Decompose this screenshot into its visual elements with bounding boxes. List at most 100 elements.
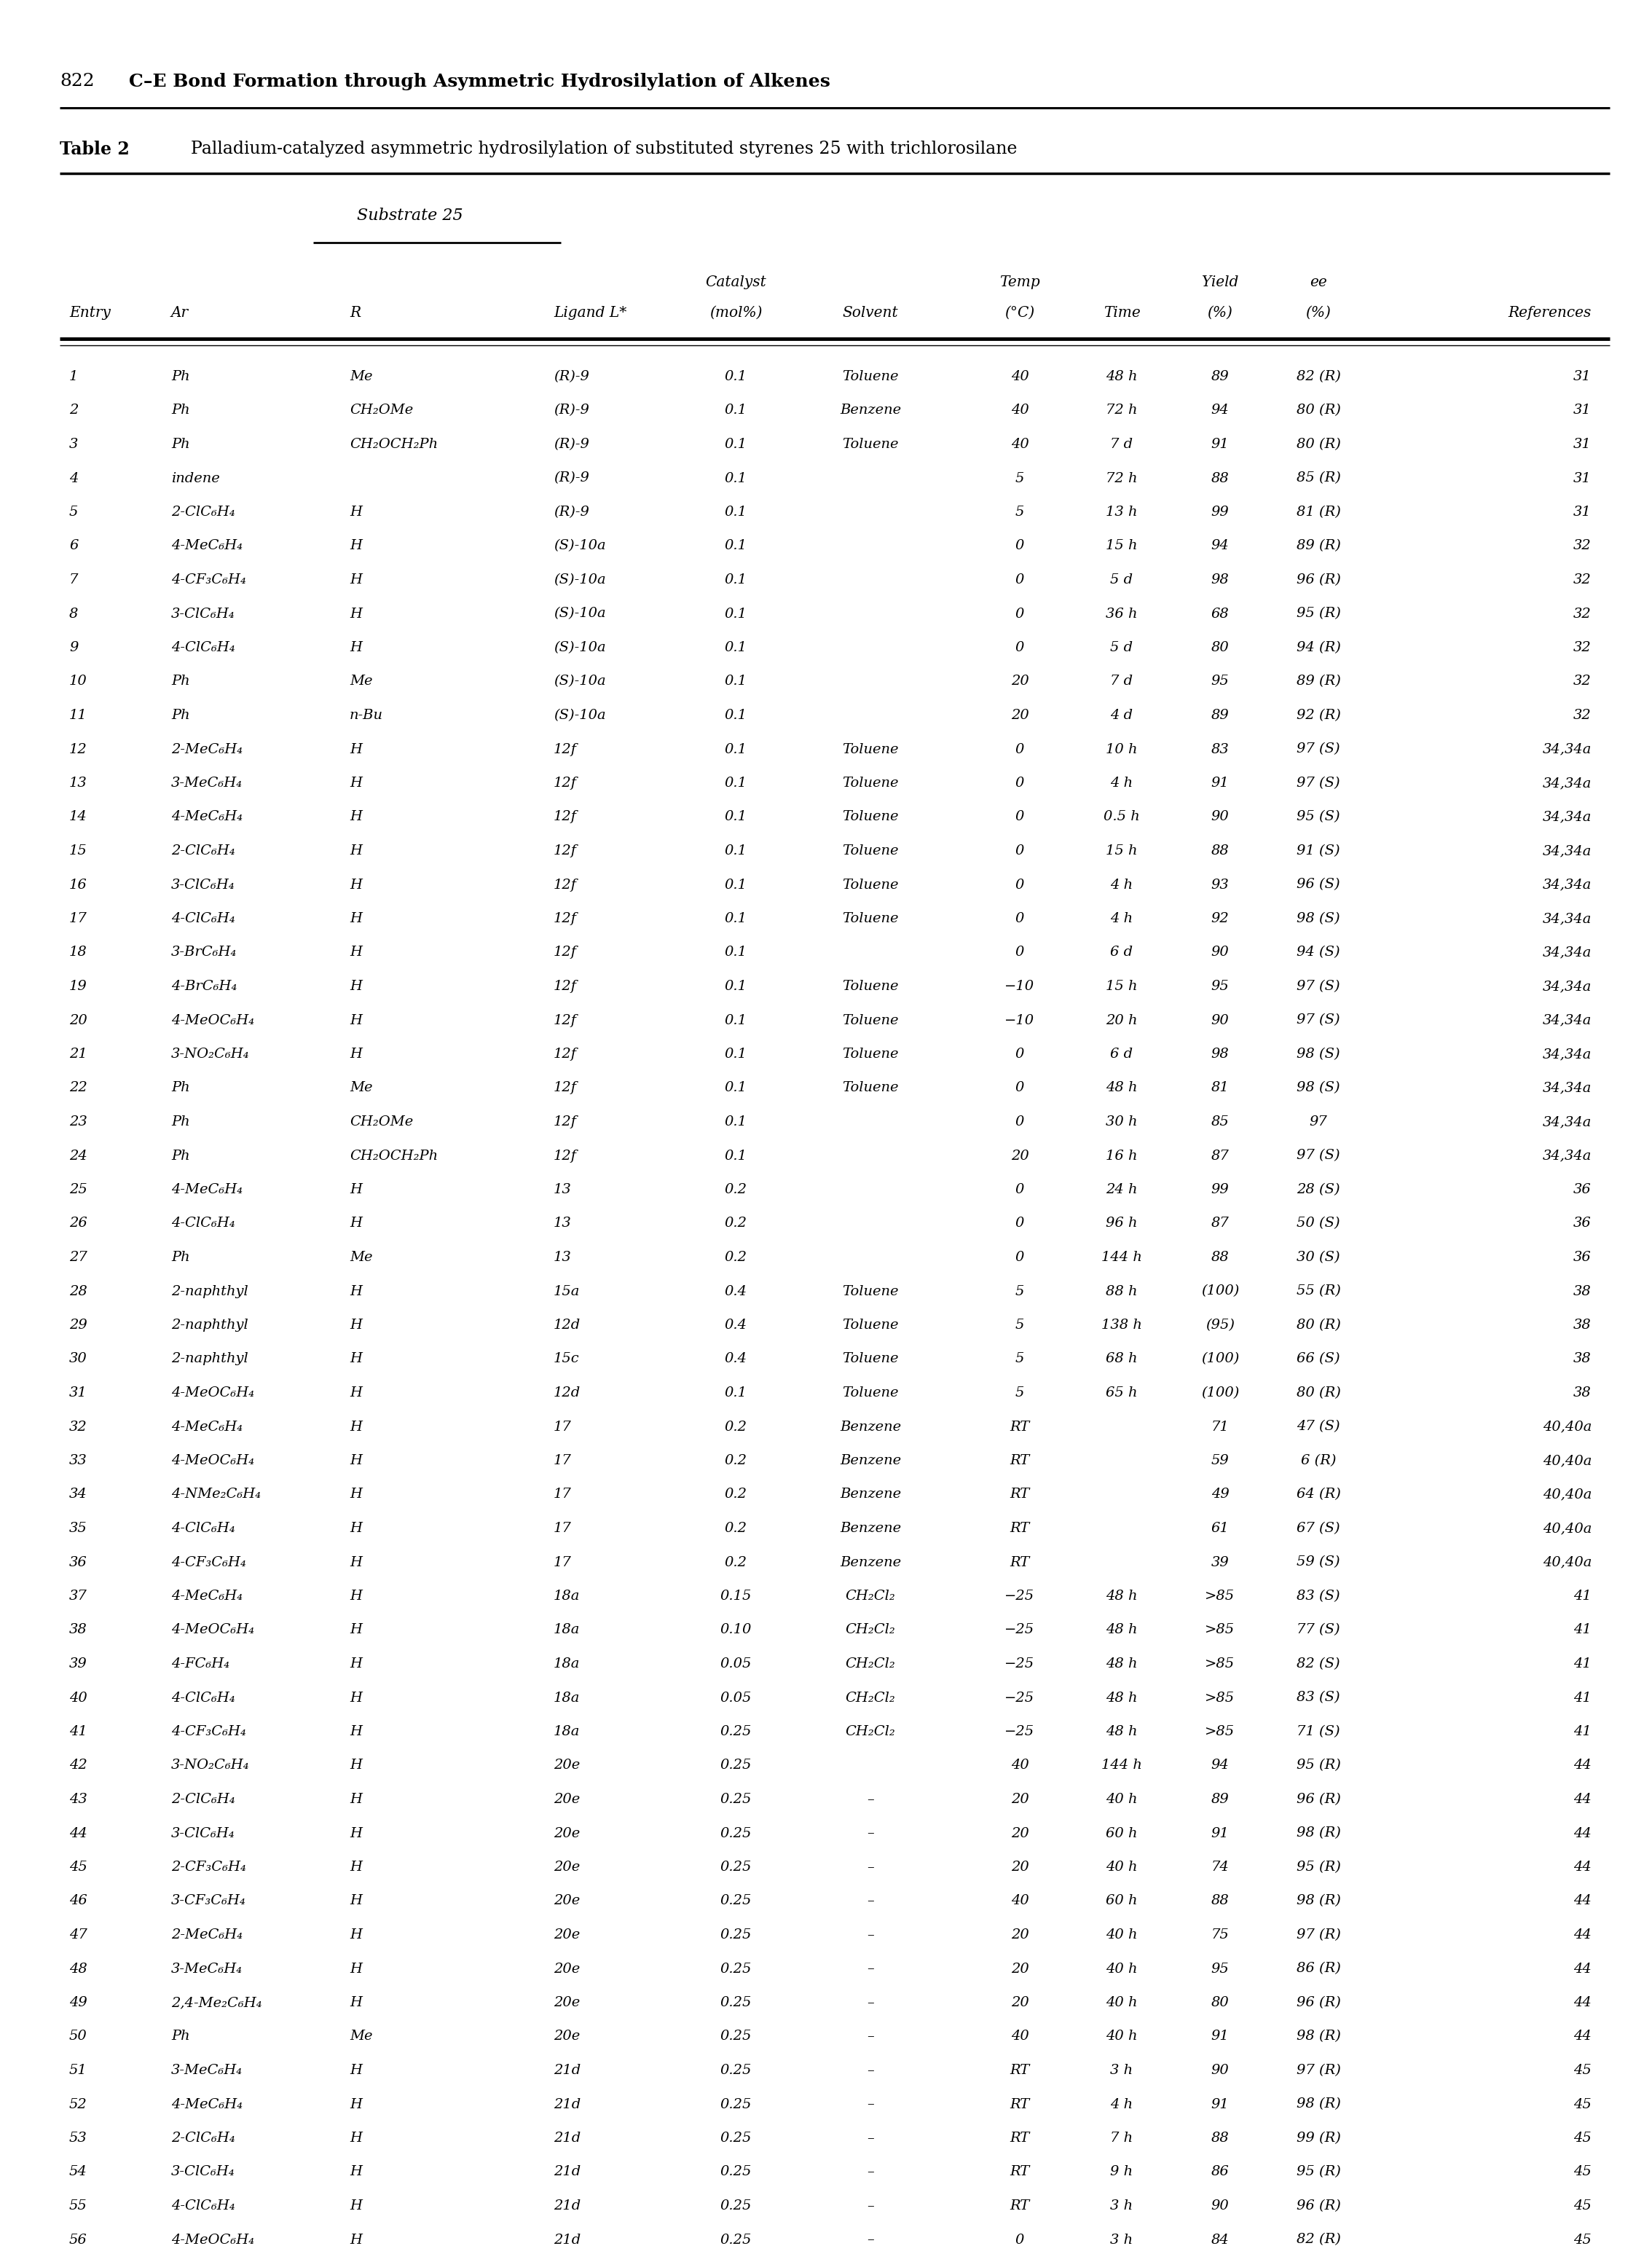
Text: 13: 13 — [553, 1217, 572, 1231]
Text: 95 (S): 95 (S) — [1297, 811, 1340, 823]
Text: –: – — [867, 2200, 874, 2213]
Text: 4-CF₃C₆H₄: 4-CF₃C₆H₄ — [172, 1555, 246, 1569]
Text: 89 (R): 89 (R) — [1297, 674, 1340, 687]
Text: 41: 41 — [1573, 1690, 1591, 1704]
Text: 44: 44 — [1573, 1758, 1591, 1772]
Text: H: H — [350, 1420, 362, 1434]
Text: 38: 38 — [1573, 1285, 1591, 1298]
Text: 92: 92 — [1211, 913, 1229, 924]
Text: Table 2: Table 2 — [59, 140, 129, 158]
Text: 0: 0 — [1016, 1183, 1024, 1197]
Text: 2-ClC₆H₄: 2-ClC₆H₄ — [172, 845, 235, 857]
Text: Ph: Ph — [172, 437, 190, 451]
Text: 48 h: 48 h — [1105, 1724, 1138, 1738]
Text: 3-BrC₆H₄: 3-BrC₆H₄ — [172, 947, 236, 960]
Text: 40 h: 40 h — [1105, 1860, 1138, 1873]
Text: H: H — [350, 2065, 362, 2076]
Text: 98 (R): 98 (R) — [1297, 1826, 1340, 1839]
Text: Temp: Temp — [999, 275, 1041, 289]
Text: 20 h: 20 h — [1105, 1014, 1138, 1028]
Text: 0.25: 0.25 — [720, 2065, 752, 2076]
Text: 45: 45 — [69, 1860, 88, 1873]
Text: 0.25: 0.25 — [720, 2200, 752, 2213]
Text: 0.2: 0.2 — [724, 1521, 747, 1535]
Text: 0.25: 0.25 — [720, 2031, 752, 2042]
Text: –: – — [867, 1826, 874, 1839]
Text: H: H — [350, 1454, 362, 1467]
Text: 91: 91 — [1211, 2031, 1229, 2042]
Text: 30 h: 30 h — [1105, 1116, 1138, 1129]
Text: 4-ClC₆H₄: 4-ClC₆H₄ — [172, 640, 235, 654]
Text: 0: 0 — [1016, 744, 1024, 755]
Text: 98 (S): 98 (S) — [1297, 1048, 1340, 1062]
Text: 95: 95 — [1211, 980, 1229, 994]
Text: 80: 80 — [1211, 1997, 1229, 2008]
Text: 84: 84 — [1211, 2234, 1229, 2247]
Text: 40: 40 — [1011, 370, 1029, 383]
Text: CH₂OCH₂Ph: CH₂OCH₂Ph — [350, 437, 438, 451]
Text: 3-ClC₆H₄: 3-ClC₆H₄ — [172, 606, 235, 620]
Text: 91 (S): 91 (S) — [1297, 845, 1340, 857]
Text: H: H — [350, 1319, 362, 1332]
Text: 48 h: 48 h — [1105, 370, 1138, 383]
Text: –: – — [867, 1929, 874, 1941]
Text: 0.15: 0.15 — [720, 1589, 752, 1603]
Text: 87: 87 — [1211, 1150, 1229, 1163]
Text: 48 h: 48 h — [1105, 1623, 1138, 1636]
Text: −10: −10 — [1004, 980, 1034, 994]
Text: 43: 43 — [69, 1792, 88, 1805]
Text: H: H — [350, 811, 362, 823]
Text: 12: 12 — [69, 744, 88, 755]
Text: Ph: Ph — [172, 674, 190, 687]
Text: 144 h: 144 h — [1102, 1251, 1142, 1264]
Text: RT: RT — [1009, 2200, 1029, 2213]
Text: 99: 99 — [1211, 1183, 1229, 1197]
Text: 98: 98 — [1211, 573, 1229, 586]
Text: H: H — [350, 573, 362, 586]
Text: 97 (S): 97 (S) — [1297, 980, 1340, 994]
Text: 50: 50 — [69, 2031, 88, 2042]
Text: 94: 94 — [1211, 1758, 1229, 1772]
Text: (S)-10a: (S)-10a — [553, 708, 606, 721]
Text: 41: 41 — [1573, 1623, 1591, 1636]
Text: 27: 27 — [69, 1251, 88, 1264]
Text: 34,34a: 34,34a — [1543, 913, 1591, 924]
Text: 98 (R): 98 (R) — [1297, 2031, 1340, 2042]
Text: 83 (S): 83 (S) — [1297, 1690, 1340, 1704]
Text: 12f: 12f — [553, 778, 577, 789]
Text: 40,40a: 40,40a — [1543, 1488, 1591, 1501]
Text: 21d: 21d — [553, 2098, 582, 2110]
Text: (S)-10a: (S)-10a — [553, 674, 606, 687]
Text: 88: 88 — [1211, 1251, 1229, 1264]
Text: 85 (R): 85 (R) — [1297, 471, 1340, 485]
Text: 89: 89 — [1211, 708, 1229, 721]
Text: Ph: Ph — [172, 1251, 190, 1264]
Text: 17: 17 — [553, 1521, 572, 1535]
Text: 0.25: 0.25 — [720, 1826, 752, 1839]
Text: 50 (S): 50 (S) — [1297, 1217, 1340, 1231]
Text: 64 (R): 64 (R) — [1297, 1488, 1340, 1501]
Text: Toluene: Toluene — [843, 1285, 899, 1298]
Text: 31: 31 — [1573, 370, 1591, 383]
Text: 0.1: 0.1 — [724, 845, 747, 857]
Text: 94 (R): 94 (R) — [1297, 640, 1340, 654]
Text: –: – — [867, 2031, 874, 2042]
Text: 20: 20 — [1011, 1929, 1029, 1941]
Text: 3-ClC₆H₄: 3-ClC₆H₄ — [172, 879, 235, 890]
Text: 34,34a: 34,34a — [1543, 1082, 1591, 1095]
Text: 44: 44 — [69, 1826, 88, 1839]
Text: 28 (S): 28 (S) — [1297, 1183, 1340, 1197]
Text: Me: Me — [350, 370, 373, 383]
Text: 30: 30 — [69, 1352, 88, 1366]
Text: 97 (S): 97 (S) — [1297, 1014, 1340, 1028]
Text: 48 h: 48 h — [1105, 1082, 1138, 1095]
Text: (%): (%) — [1208, 307, 1232, 320]
Text: –: – — [867, 2132, 874, 2146]
Text: 12f: 12f — [553, 947, 577, 960]
Text: H: H — [350, 2166, 362, 2180]
Text: 0: 0 — [1016, 913, 1024, 924]
Text: 18: 18 — [69, 947, 88, 960]
Text: RT: RT — [1009, 1488, 1029, 1501]
Text: 3-NO₂C₆H₄: 3-NO₂C₆H₄ — [172, 1758, 249, 1772]
Text: 45: 45 — [1573, 2200, 1591, 2213]
